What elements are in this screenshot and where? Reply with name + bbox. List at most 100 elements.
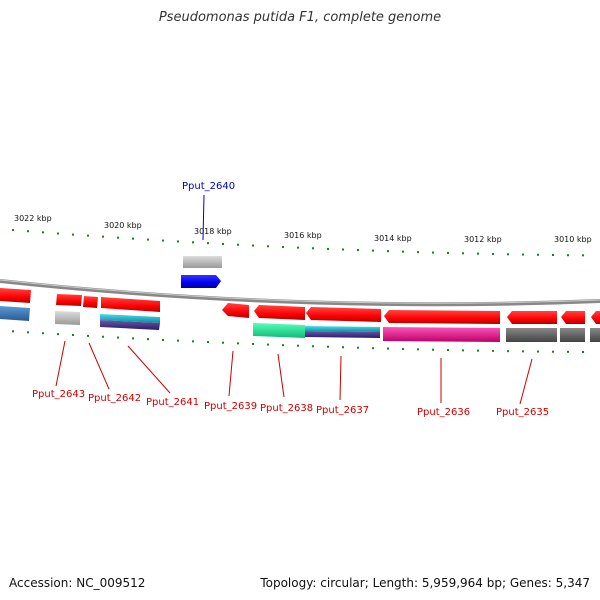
gene-Pput_2640[interactable] <box>181 256 222 288</box>
leader-Pput_2639 <box>228 350 234 397</box>
tick-minor <box>57 333 59 336</box>
accession-value: NC_009512 <box>76 576 146 590</box>
tick-minor <box>57 232 59 235</box>
tick-minor <box>567 254 569 257</box>
gene-arrow <box>507 311 557 324</box>
gene-Pput_2641[interactable] <box>100 297 160 330</box>
gene-arrow <box>561 311 585 324</box>
gene-arrow <box>306 307 381 322</box>
tick-minor <box>342 248 344 251</box>
tick-minor <box>327 345 329 348</box>
tick-minor <box>72 233 74 236</box>
tick-minor <box>222 242 224 245</box>
tick-minor <box>72 334 74 337</box>
tick-minor <box>117 336 119 339</box>
gene-Pput_2635[interactable] <box>506 311 557 342</box>
gene-Pput_2638[interactable] <box>253 305 305 338</box>
gene-Pput_2637[interactable] <box>305 307 381 338</box>
tick-minor <box>402 250 404 253</box>
gene-label-Pput_2639[interactable]: Pput_2639 <box>204 401 257 412</box>
gene-label-Pput_2643[interactable]: Pput_2643 <box>32 389 85 400</box>
tick-minor <box>357 249 359 252</box>
gene-label-Pput_2640[interactable]: Pput_2640 <box>182 181 235 192</box>
gene-label-Pput_2637[interactable]: Pput_2637 <box>316 405 369 416</box>
tick-minor <box>192 241 194 244</box>
gene-label-Pput_2641[interactable]: Pput_2641 <box>146 397 199 408</box>
gene-arrow <box>0 288 31 303</box>
gene-arrow <box>181 275 221 288</box>
tick-minor <box>372 249 374 252</box>
tick-minor <box>537 350 539 353</box>
gene-label-Pput_2638[interactable]: Pput_2638 <box>260 403 313 414</box>
tick-minor <box>552 253 554 256</box>
leader-Pput_2641 <box>127 345 171 394</box>
tick-minor <box>252 342 254 345</box>
gene-arrow <box>384 310 500 324</box>
genes-label: Genes: <box>509 576 552 590</box>
tick-minor <box>312 247 314 250</box>
genome-backbone <box>0 279 600 307</box>
map-title: Pseudomonas putida F1, complete genome <box>158 10 442 25</box>
cog-category-bar <box>253 323 305 338</box>
cog-category-bar <box>590 328 600 342</box>
topology-label: Topology: <box>260 576 317 590</box>
gene-label-Pput_2636[interactable]: Pput_2636 <box>417 407 470 418</box>
tick-minor <box>102 335 104 338</box>
ruler-label: 3018 kbp <box>194 227 232 236</box>
gene-Pput_2636[interactable] <box>383 310 500 342</box>
tick-minor <box>12 330 14 333</box>
accession-label: Accession: <box>9 576 73 590</box>
tick-minor <box>432 251 434 254</box>
ruler-label: 3022 kbp <box>14 214 52 223</box>
gene-arrow <box>591 311 600 324</box>
ruler-label: 3014 kbp <box>374 234 412 243</box>
gene-right-edge-2[interactable] <box>590 311 600 342</box>
tick-minor <box>492 349 494 352</box>
gene-label-Pput_2642[interactable]: Pput_2642 <box>88 393 141 404</box>
cog-category-bar <box>100 320 160 330</box>
tick-minor <box>162 239 164 242</box>
accession-info: Accession: NC_009512 <box>9 576 145 590</box>
tick-minor <box>27 331 29 334</box>
tick-minor <box>282 245 284 248</box>
gene-Pput_2643[interactable] <box>55 294 82 325</box>
length-label: Length: <box>372 576 419 590</box>
topology-value: circular <box>320 576 365 590</box>
gene-arrow <box>56 294 82 306</box>
tick-minor <box>387 347 389 350</box>
tick-minor <box>312 345 314 348</box>
tick-minor <box>522 253 524 256</box>
gene-Pput_2642[interactable] <box>83 296 98 308</box>
tick-minor <box>42 231 44 234</box>
tick-minor <box>192 340 194 343</box>
gene-label-Pput_2635[interactable]: Pput_2635 <box>496 407 549 418</box>
tick-minor <box>447 251 449 254</box>
tick-minor <box>507 350 509 353</box>
gene-arrow <box>101 297 160 312</box>
tick-minor <box>492 252 494 255</box>
label-leaders <box>55 194 533 405</box>
tick-minor <box>132 237 134 240</box>
tick-minor <box>417 251 419 254</box>
tick-minor <box>372 347 374 350</box>
tick-minor <box>567 350 569 353</box>
tick-minor <box>297 246 299 249</box>
gene-left-edge[interactable] <box>0 288 31 321</box>
tick-minor <box>387 250 389 253</box>
cog-category-bar <box>305 326 380 332</box>
gene-right-edge-1[interactable] <box>560 311 585 342</box>
cog-category-bar <box>305 331 380 338</box>
tick-minor <box>237 342 239 345</box>
tick-minor <box>357 346 359 349</box>
tick-minor <box>462 252 464 255</box>
tick-minor <box>87 234 89 237</box>
leader-Pput_2637 <box>339 355 342 401</box>
tick-minor <box>417 348 419 351</box>
tick-minor <box>477 349 479 352</box>
gene-Pput_2639[interactable] <box>222 303 249 318</box>
tick-minor <box>207 341 209 344</box>
tick-minor <box>552 350 554 353</box>
tick-minor <box>402 347 404 350</box>
genes-value: 5,347 <box>555 576 590 590</box>
